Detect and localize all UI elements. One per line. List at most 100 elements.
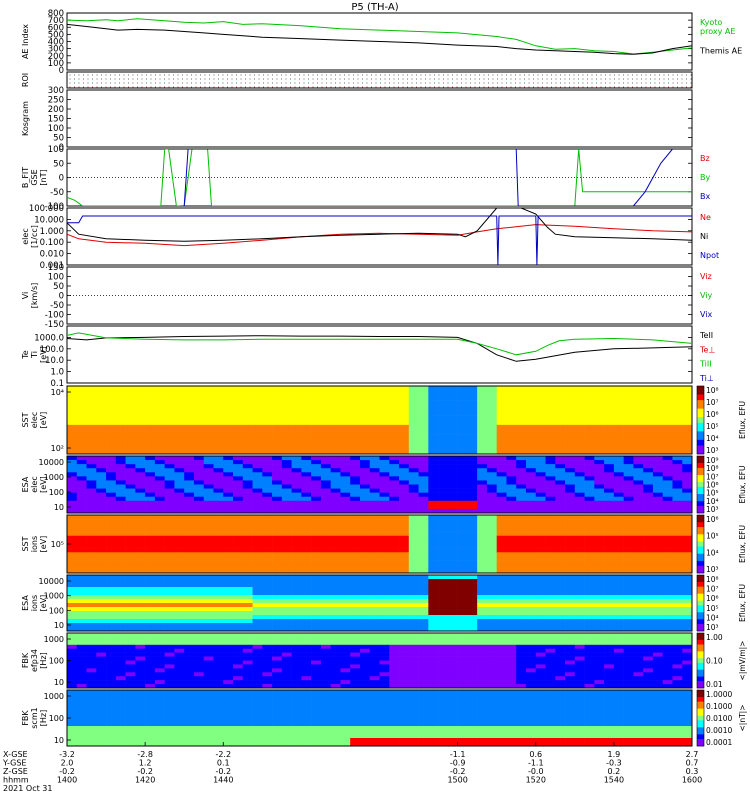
heat-cell [418,410,429,416]
heat-cell [594,527,605,532]
heat-cell [467,476,478,481]
heat-cell [223,395,234,401]
heat-cell [584,575,595,580]
heat-cell [320,420,331,426]
heat-cell [223,539,234,545]
heat-cell [613,420,624,426]
heat-cell [682,415,693,421]
heat-cell [633,603,644,608]
roi-dot [497,82,498,84]
heat-cell [545,460,556,465]
heat-cell [242,684,253,689]
heat-cell [67,619,78,624]
heat-cell [379,648,390,653]
colorbar-segment [697,386,704,390]
heat-cell [67,556,78,561]
heat-cell [545,531,556,537]
heat-cell [428,434,439,440]
y-axis-label: [1/cc] [30,225,39,248]
roi-dot [596,86,597,88]
heat-cell [106,615,117,620]
heat-cell [350,636,361,642]
heat-cell [359,640,371,646]
roi-dot [681,86,683,88]
heat-cell [399,640,410,646]
heat-cell [164,531,175,537]
heat-cell [535,623,546,628]
heat-cell [496,439,507,445]
heat-cell [633,591,644,596]
heat-cell [67,564,78,570]
heat-cell [174,611,185,616]
heat-cell [369,395,380,401]
roi-dot [317,74,318,76]
heat-cell [281,656,292,661]
heat-cell [242,656,253,661]
colorbar-segment [697,491,704,495]
heat-cell [594,464,605,469]
heat-cell [643,519,654,524]
heat-cell [145,386,156,392]
heat-cell [301,564,312,570]
heat-cell [633,400,644,406]
heat-cell [535,410,546,416]
heat-cell [594,548,605,553]
heat-cell [516,390,527,397]
heat-cell [643,535,654,541]
heat-cell [574,556,585,561]
heat-cell [506,579,517,584]
heat-cell [213,390,224,397]
heat-cell [203,531,214,537]
heat-cell [223,627,234,632]
heat-cell [193,539,205,545]
heat-cell [545,386,556,392]
heat-cell [379,519,390,524]
heat-cell [555,611,566,616]
heat-cell [379,464,390,469]
heat-cell [350,556,361,561]
heat-cell [115,410,126,416]
heat-cell [203,424,214,431]
heat-cell [399,633,410,638]
heat-cell [633,434,644,440]
heat-cell [379,420,390,426]
heat-cell [184,531,195,537]
heat-cell [574,519,585,524]
colorbar-segment [697,475,704,478]
heat-cell [184,636,195,642]
heat-cell [418,607,429,612]
heat-cell [565,390,576,397]
heat-cell [164,656,175,661]
heat-cell [555,424,566,431]
heat-cell [291,535,302,541]
heat-cell [164,556,175,561]
heat-cell [233,410,244,416]
heat-cell [379,515,390,520]
heat-cell [291,619,302,624]
heat-cell [408,556,419,561]
heat-cell [467,468,478,473]
heat-cell [535,508,546,514]
heat-cell [379,583,390,588]
heat-cell [350,607,361,612]
heat-cell [281,684,292,689]
heat-cell [428,420,439,426]
series-temp-0 [67,335,692,362]
heat-cell [438,552,449,557]
heat-cell [281,456,292,461]
heat-cell [67,680,78,685]
roi-dot [636,78,638,80]
heat-cell [86,676,97,681]
colorbar-segment [697,498,704,502]
roi-dot [200,78,201,80]
colorbar-tick-label: 10⁶ [706,515,719,524]
heat-cell [281,668,292,673]
heat-cell [320,672,331,677]
heat-cell [379,405,390,411]
roi-dot [74,86,75,88]
heat-cell [438,415,449,421]
heat-cell [320,636,331,642]
heat-cell [447,405,458,411]
heat-cell [525,429,537,435]
heat-cell [623,460,634,465]
